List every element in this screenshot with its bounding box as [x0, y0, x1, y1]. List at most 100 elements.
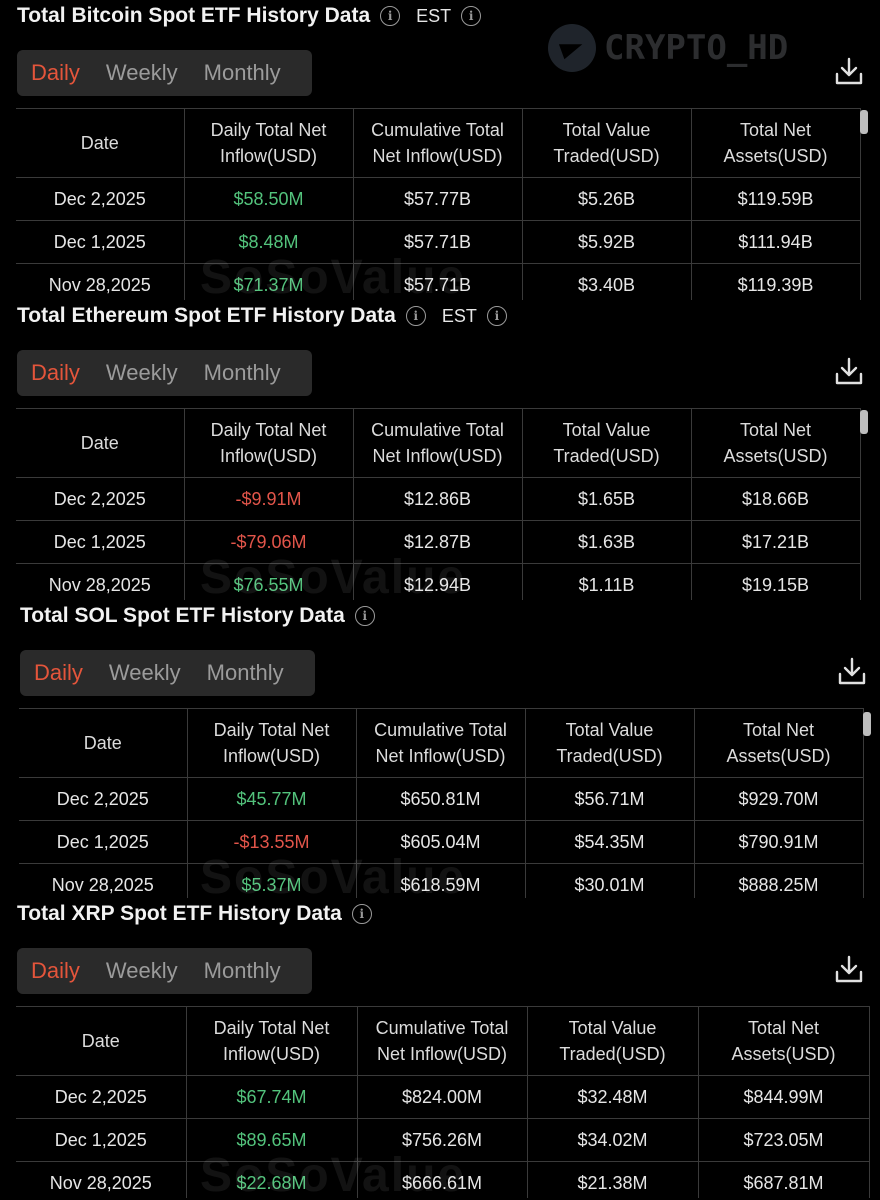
column-header: Total Net Assets(USD)	[690, 408, 861, 478]
table-row: Nov 28,2025 $76.55M $12.94B $1.11B $19.1…	[16, 563, 861, 600]
header-line-1: Daily Total Net	[210, 120, 327, 140]
cumulative-net-inflow-cell: $57.71B	[352, 263, 523, 300]
header-line-2: Inflow(USD)	[222, 1044, 320, 1064]
date-cell: Dec 1,2025	[16, 1118, 187, 1162]
table-scrollbar[interactable]	[860, 110, 868, 134]
info-icon[interactable]: i	[380, 6, 401, 26]
header-line-2: Assets(USD)	[723, 146, 828, 166]
table-header-row: Date Daily Total Net Inflow(USD) Cumulative…	[16, 408, 861, 478]
daily-net-inflow-cell: $5.37M	[186, 863, 357, 900]
column-header: Total Net Assets(USD)	[690, 108, 861, 178]
panel-title: Total Ethereum Spot ETF History Data i ES…	[17, 304, 507, 328]
tab-weekly[interactable]: Weekly	[105, 360, 178, 385]
total-net-assets-cell: $111.94B	[690, 220, 861, 264]
header-line-1: Cumulative Total	[371, 420, 504, 440]
tab-daily[interactable]: Daily	[34, 660, 83, 685]
period-tabs: Daily Weekly Monthly	[20, 650, 315, 696]
header-line-1: Date	[80, 133, 119, 153]
header-line-2: Inflow(USD)	[219, 446, 317, 466]
tab-monthly[interactable]: Monthly	[203, 958, 281, 983]
header-line-2: Traded(USD)	[553, 446, 660, 466]
table-row: Nov 28,2025 $22.68M $666.61M $21.38M $68…	[16, 1161, 870, 1198]
total-value-traded-cell: $5.26B	[521, 177, 692, 221]
daily-net-inflow-cell: $58.50M	[183, 177, 354, 221]
total-net-assets-cell: $687.81M	[697, 1161, 870, 1198]
tab-monthly[interactable]: Monthly	[203, 360, 281, 385]
header-line-2: Traded(USD)	[556, 746, 663, 766]
history-table: Date Daily Total Net Inflow(USD) Cumulative…	[16, 408, 861, 600]
panel-title-text: Total Ethereum Spot ETF History Data	[17, 304, 396, 327]
date-cell: Dec 2,2025	[16, 1075, 187, 1119]
column-header: Cumulative Total Net Inflow(USD)	[352, 108, 523, 178]
panel-title: Total XRP Spot ETF History Data i	[17, 902, 372, 926]
cumulative-net-inflow-cell: $57.77B	[352, 177, 523, 221]
download-icon[interactable]	[834, 56, 864, 86]
table-row: Dec 1,2025 $8.48M $57.71B $5.92B $111.94…	[16, 220, 861, 264]
daily-net-inflow-cell: $45.77M	[186, 777, 357, 821]
tab-daily[interactable]: Daily	[31, 60, 80, 85]
column-header: Total Net Assets(USD)	[693, 708, 864, 778]
total-net-assets-cell: $790.91M	[693, 820, 864, 864]
tab-weekly[interactable]: Weekly	[105, 60, 178, 85]
tab-daily[interactable]: Daily	[31, 360, 80, 385]
info-icon[interactable]: i	[354, 606, 375, 626]
total-value-traded-cell: $56.71M	[524, 777, 695, 821]
date-cell: Dec 1,2025	[16, 220, 185, 264]
tab-weekly[interactable]: Weekly	[108, 660, 181, 685]
total-value-traded-cell: $1.11B	[521, 563, 692, 600]
history-table: Date Daily Total Net Inflow(USD) Cumulative…	[16, 1006, 870, 1198]
date-cell: Dec 1,2025	[16, 520, 185, 564]
header-line-1: Date	[80, 433, 119, 453]
tab-weekly[interactable]: Weekly	[105, 958, 178, 983]
total-net-assets-cell: $17.21B	[690, 520, 861, 564]
cumulative-net-inflow-cell: $12.87B	[352, 520, 523, 564]
etf-panel: Total XRP Spot ETF History Data i Daily We…	[0, 898, 880, 1198]
table-row: Dec 2,2025 $58.50M $57.77B $5.26B $119.5…	[16, 177, 861, 221]
header-line-2: Inflow(USD)	[219, 146, 317, 166]
tab-monthly[interactable]: Monthly	[206, 660, 284, 685]
table-scrollbar[interactable]	[860, 410, 868, 434]
header-line-1: Date	[81, 1031, 120, 1051]
daily-net-inflow-cell: $8.48M	[183, 220, 354, 264]
panel-title-text: Total SOL Spot ETF History Data	[20, 604, 345, 627]
column-header: Total Value Traded(USD)	[526, 1006, 699, 1076]
total-net-assets-cell: $119.59B	[690, 177, 861, 221]
column-header: Total Value Traded(USD)	[521, 108, 692, 178]
table-header-row: Date Daily Total Net Inflow(USD) Cumulative…	[16, 1006, 870, 1076]
header-line-1: Daily Total Net	[213, 1018, 330, 1038]
tab-monthly[interactable]: Monthly	[203, 60, 281, 85]
cumulative-net-inflow-cell: $57.71B	[352, 220, 523, 264]
header-line-2: Traded(USD)	[553, 146, 660, 166]
header-line-1: Total Net	[739, 120, 812, 140]
date-cell: Dec 1,2025	[19, 820, 188, 864]
header-line-2: Assets(USD)	[731, 1044, 836, 1064]
total-value-traded-cell: $32.48M	[526, 1075, 699, 1119]
column-header: Daily Total Net Inflow(USD)	[183, 108, 354, 178]
date-cell: Nov 28,2025	[16, 1161, 187, 1198]
crypto-hd-watermark: CRYPTO_HD	[548, 24, 788, 72]
cumulative-net-inflow-cell: $756.26M	[356, 1118, 528, 1162]
watermark-text: CRYPTO_HD	[604, 28, 789, 68]
table-scrollbar[interactable]	[863, 712, 871, 736]
tab-daily[interactable]: Daily	[31, 958, 80, 983]
info-icon[interactable]: i	[405, 306, 426, 326]
table-row: Dec 2,2025 $67.74M $824.00M $32.48M $844…	[16, 1075, 870, 1119]
download-icon[interactable]	[834, 954, 864, 984]
daily-net-inflow-cell: $76.55M	[183, 563, 354, 600]
info-icon[interactable]: i	[351, 904, 372, 924]
total-net-assets-cell: $18.66B	[690, 477, 861, 521]
cumulative-net-inflow-cell: $605.04M	[355, 820, 526, 864]
total-value-traded-cell: $5.92B	[521, 220, 692, 264]
daily-net-inflow-cell: $71.37M	[183, 263, 354, 300]
total-value-traded-cell: $1.63B	[521, 520, 692, 564]
timezone-info-icon[interactable]: i	[486, 306, 507, 326]
timezone-info-icon[interactable]: i	[461, 6, 482, 26]
total-net-assets-cell: $888.25M	[693, 863, 864, 900]
daily-net-inflow-cell: $89.65M	[185, 1118, 358, 1162]
total-value-traded-cell: $54.35M	[524, 820, 695, 864]
history-table: Date Daily Total Net Inflow(USD) Cumulative…	[16, 108, 861, 300]
download-icon[interactable]	[834, 356, 864, 386]
download-icon[interactable]	[837, 656, 867, 686]
header-line-1: Total Value	[562, 120, 651, 140]
total-value-traded-cell: $1.65B	[521, 477, 692, 521]
